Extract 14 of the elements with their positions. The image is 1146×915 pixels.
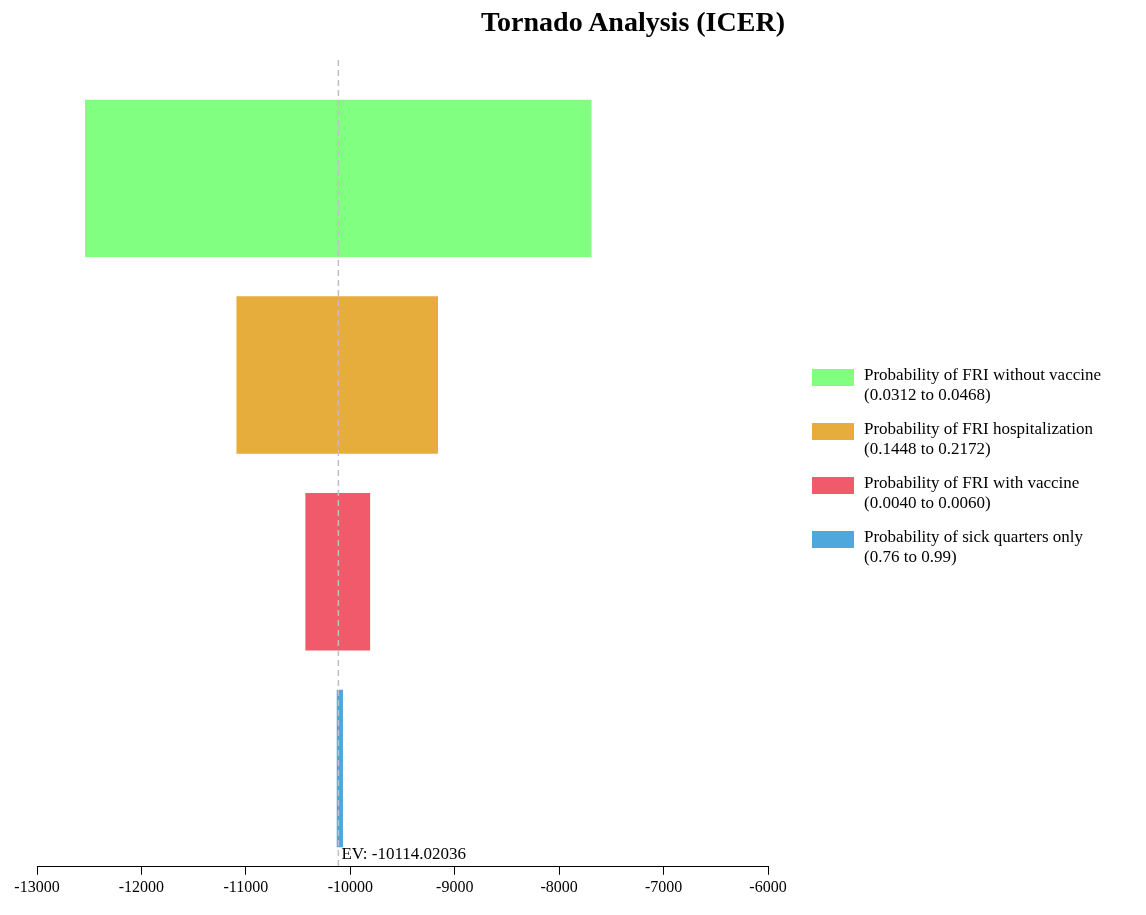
x-tick-label: -13000	[14, 877, 60, 895]
legend-label: Probability of FRI without vaccine (0.0312 to 0.0468)	[864, 365, 1102, 405]
x-tick-label: -9000	[436, 877, 474, 895]
x-tick-label: -8000	[540, 877, 578, 895]
chart-title: Tornado Analysis (ICER)	[480, 6, 786, 38]
x-tick-label: -12000	[118, 877, 165, 895]
legend-label: Probability of sick quarters only (0.76 to 0.99)	[864, 527, 1085, 567]
legend-label: Probability of FRI with vaccine (0.0040 to 0.0060)	[864, 473, 1081, 513]
legend-label: Probability of FRI hospitalization (0.1448 to 0.2172)	[864, 419, 1094, 459]
ref-line-label: EV: -10114.02036	[341, 843, 467, 863]
x-tick-label: -7000	[644, 877, 683, 895]
x-tick-label: -6000	[749, 877, 787, 895]
x-tick-label: -10000	[327, 877, 373, 895]
x-tick-label: -11000	[223, 877, 269, 895]
